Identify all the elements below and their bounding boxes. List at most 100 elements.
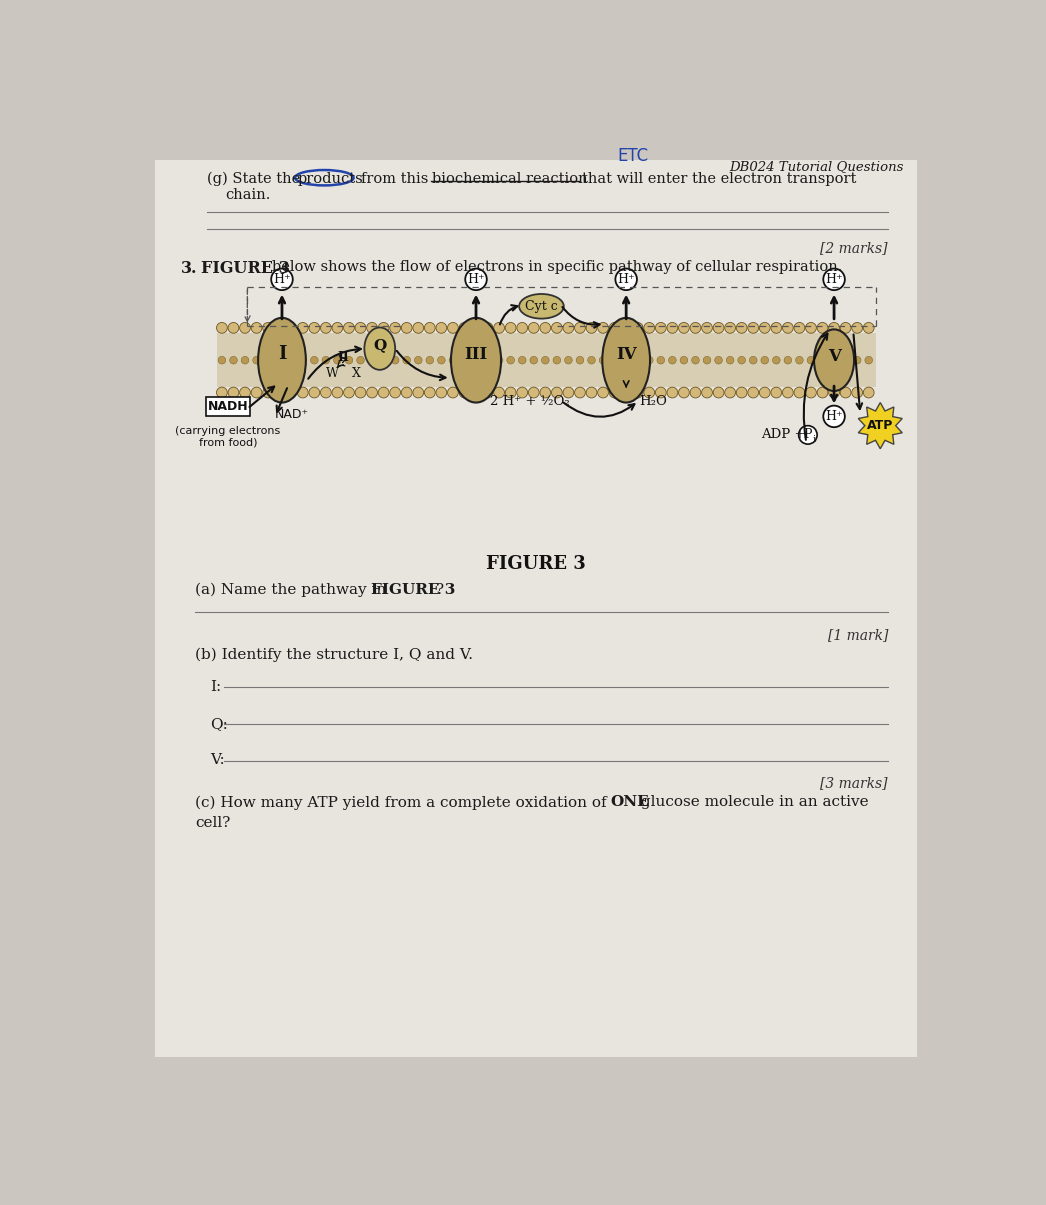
Circle shape xyxy=(413,323,424,334)
Circle shape xyxy=(413,387,424,398)
Circle shape xyxy=(771,387,781,398)
Circle shape xyxy=(343,387,355,398)
Circle shape xyxy=(574,323,586,334)
Circle shape xyxy=(679,323,689,334)
Circle shape xyxy=(228,387,238,398)
Circle shape xyxy=(517,323,527,334)
Circle shape xyxy=(796,357,803,364)
Text: that will enter the electron transport: that will enter the electron transport xyxy=(582,171,856,186)
Text: from this: from this xyxy=(361,171,428,186)
Circle shape xyxy=(656,323,666,334)
Circle shape xyxy=(576,357,584,364)
Circle shape xyxy=(471,387,481,398)
Text: X: X xyxy=(353,366,361,380)
Text: DB024 Tutorial Questions: DB024 Tutorial Questions xyxy=(729,160,904,174)
Circle shape xyxy=(771,323,781,334)
Circle shape xyxy=(565,357,572,364)
Circle shape xyxy=(309,323,320,334)
Circle shape xyxy=(540,323,550,334)
Text: ETC: ETC xyxy=(617,147,649,165)
Circle shape xyxy=(311,357,318,364)
Circle shape xyxy=(263,323,273,334)
Text: V:: V: xyxy=(210,753,225,766)
Circle shape xyxy=(713,323,724,334)
Circle shape xyxy=(645,357,653,364)
Circle shape xyxy=(228,323,238,334)
Circle shape xyxy=(332,387,343,398)
Circle shape xyxy=(702,387,712,398)
Circle shape xyxy=(679,387,689,398)
Circle shape xyxy=(379,323,389,334)
Circle shape xyxy=(459,323,470,334)
Circle shape xyxy=(805,323,816,334)
Circle shape xyxy=(230,357,237,364)
Circle shape xyxy=(288,357,295,364)
Circle shape xyxy=(840,387,851,398)
Text: products: products xyxy=(297,171,363,186)
Circle shape xyxy=(574,387,586,398)
Circle shape xyxy=(390,387,401,398)
Circle shape xyxy=(425,387,435,398)
Circle shape xyxy=(263,387,273,398)
Circle shape xyxy=(863,387,874,398)
Circle shape xyxy=(217,387,227,398)
Circle shape xyxy=(823,269,845,290)
Circle shape xyxy=(551,323,563,334)
Circle shape xyxy=(402,387,412,398)
Circle shape xyxy=(634,357,641,364)
Text: biochemical reaction: biochemical reaction xyxy=(432,171,588,186)
Circle shape xyxy=(299,357,306,364)
Circle shape xyxy=(426,357,434,364)
Circle shape xyxy=(667,387,678,398)
Circle shape xyxy=(725,323,735,334)
Circle shape xyxy=(528,323,539,334)
Circle shape xyxy=(759,323,770,334)
Circle shape xyxy=(471,323,481,334)
Circle shape xyxy=(667,323,678,334)
Text: below shows the flow of electrons in specific pathway of cellular respiration.: below shows the flow of electrons in spe… xyxy=(272,260,842,274)
Circle shape xyxy=(656,387,666,398)
Circle shape xyxy=(517,387,527,398)
Text: FIGURE 3: FIGURE 3 xyxy=(486,556,586,574)
Text: chain.: chain. xyxy=(225,188,270,202)
Text: glucose molecule in an active: glucose molecule in an active xyxy=(636,795,869,810)
Circle shape xyxy=(702,323,712,334)
Circle shape xyxy=(380,357,387,364)
Circle shape xyxy=(322,357,329,364)
Circle shape xyxy=(436,323,447,334)
Circle shape xyxy=(334,357,341,364)
Circle shape xyxy=(391,357,399,364)
Circle shape xyxy=(690,323,701,334)
Circle shape xyxy=(505,323,516,334)
Circle shape xyxy=(736,387,747,398)
Circle shape xyxy=(736,323,747,334)
Circle shape xyxy=(448,323,458,334)
Circle shape xyxy=(668,357,676,364)
FancyBboxPatch shape xyxy=(206,398,250,416)
Circle shape xyxy=(379,387,389,398)
Circle shape xyxy=(356,323,366,334)
Circle shape xyxy=(759,387,770,398)
Text: 2 H⁺ + ½O₂: 2 H⁺ + ½O₂ xyxy=(490,394,570,407)
Circle shape xyxy=(465,269,486,290)
Circle shape xyxy=(448,387,458,398)
Circle shape xyxy=(620,387,632,398)
Circle shape xyxy=(425,323,435,334)
Circle shape xyxy=(345,357,353,364)
Circle shape xyxy=(842,357,849,364)
Text: Q: Q xyxy=(373,339,386,353)
Text: I: I xyxy=(278,345,287,363)
Text: H⁺: H⁺ xyxy=(617,272,635,286)
Circle shape xyxy=(240,323,250,334)
Polygon shape xyxy=(859,402,903,448)
Text: FIGURE 3: FIGURE 3 xyxy=(201,260,290,277)
Circle shape xyxy=(343,323,355,334)
Circle shape xyxy=(808,357,815,364)
Circle shape xyxy=(586,323,597,334)
Circle shape xyxy=(588,357,595,364)
Ellipse shape xyxy=(258,318,305,402)
Text: FIGURE 3: FIGURE 3 xyxy=(370,583,455,596)
Text: ?: ? xyxy=(436,583,445,596)
Circle shape xyxy=(356,387,366,398)
Text: from food): from food) xyxy=(199,437,257,448)
